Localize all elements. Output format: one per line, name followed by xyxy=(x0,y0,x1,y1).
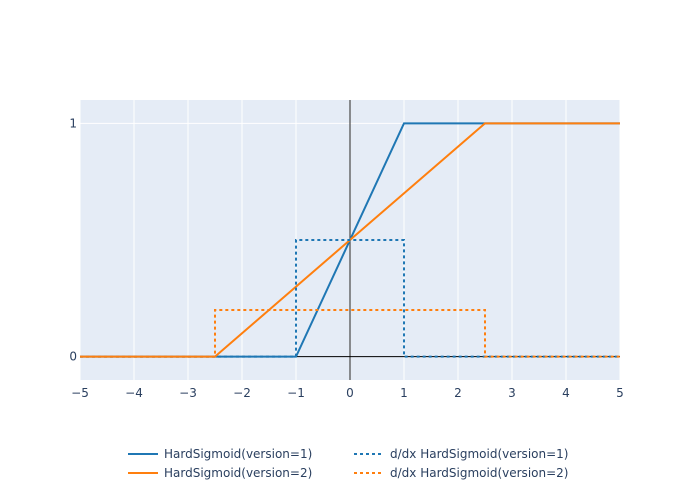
x-tick-label: −5 xyxy=(71,386,89,400)
series-line-3 xyxy=(80,239,620,358)
y-axis-tick-labels: 01 xyxy=(69,116,77,363)
legend-item-2[interactable]: HardSigmoid(version=2) xyxy=(128,466,312,480)
y-tick-label: 0 xyxy=(69,350,77,364)
x-tick-label: −2 xyxy=(233,386,251,400)
legend-item-3[interactable]: d/dx HardSigmoid(version=1) xyxy=(354,447,568,461)
x-tick-label: 0 xyxy=(346,386,354,400)
legend-label: HardSigmoid(version=1) xyxy=(164,447,312,461)
x-tick-label: 2 xyxy=(454,386,462,400)
legend-label: d/dx HardSigmoid(version=2) xyxy=(390,466,568,480)
legend-label: HardSigmoid(version=2) xyxy=(164,466,312,480)
x-tick-label: −1 xyxy=(287,386,305,400)
x-tick-label: 3 xyxy=(508,386,516,400)
legend: HardSigmoid(version=1) HardSigmoid(versio… xyxy=(128,447,568,480)
x-tick-label: 4 xyxy=(562,386,570,400)
x-tick-label: −3 xyxy=(179,386,197,400)
x-tick-label: 1 xyxy=(400,386,408,400)
y-tick-label: 1 xyxy=(69,116,77,130)
series-lines xyxy=(80,122,620,358)
x-axis-tick-labels: −5 −4 −3 −2 −1 0 1 2 3 4 5 xyxy=(71,386,624,400)
x-tick-label: −4 xyxy=(125,386,143,400)
x-tick-label: 5 xyxy=(616,386,624,400)
legend-label: d/dx HardSigmoid(version=1) xyxy=(390,447,568,461)
legend-item-4[interactable]: d/dx HardSigmoid(version=2) xyxy=(354,466,568,480)
legend-item-1[interactable]: HardSigmoid(version=1) xyxy=(128,447,312,461)
